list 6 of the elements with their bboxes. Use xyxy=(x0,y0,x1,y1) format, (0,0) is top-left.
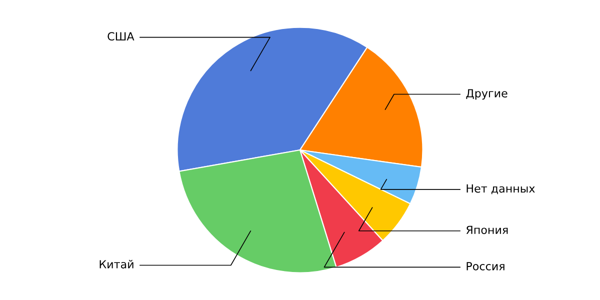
slice-label: Япония xyxy=(466,226,508,234)
slice-label: Другие xyxy=(466,89,508,100)
slice-label: Китай xyxy=(100,260,134,268)
slice-label: Россия xyxy=(466,262,504,270)
slice-label: США xyxy=(108,32,134,41)
slice-label: Нет данных xyxy=(466,184,535,194)
